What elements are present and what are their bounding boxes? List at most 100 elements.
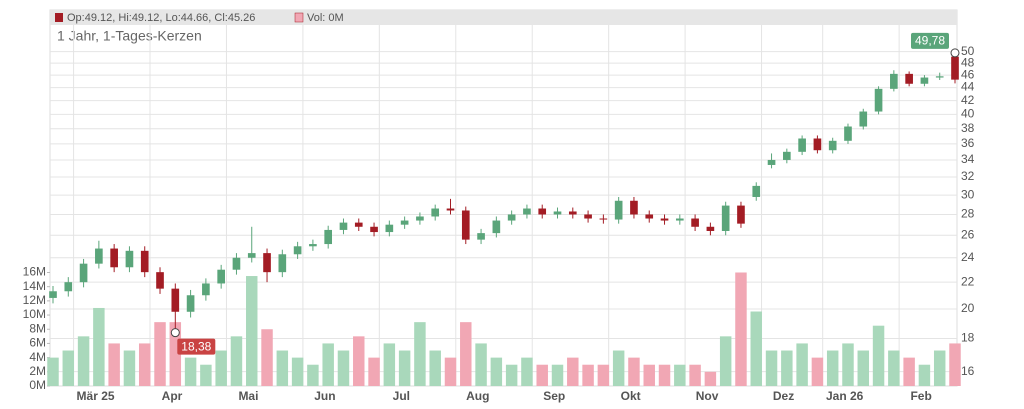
y-tick-label: 30 (961, 187, 975, 201)
candle-body (691, 218, 699, 227)
candle-body (905, 73, 913, 84)
x-tick-label: Jan 26 (826, 389, 864, 403)
volume-bar (704, 371, 717, 386)
x-tick-label: Sep (543, 389, 565, 403)
candle-body (874, 88, 883, 112)
x-tick-label: Feb (910, 389, 931, 403)
volume-bar (62, 350, 75, 386)
candle-body (783, 151, 791, 160)
candle-body (798, 138, 806, 152)
volume-bar (444, 357, 457, 386)
candle-body (49, 291, 57, 298)
volume-bar (429, 350, 441, 386)
candle-body (614, 200, 623, 220)
candle-body (920, 77, 929, 84)
candle-body (278, 254, 287, 273)
legend-swatch (294, 12, 304, 23)
volume-bar (796, 343, 808, 386)
candle-body (523, 208, 531, 215)
volume-bar (735, 272, 747, 386)
candle-body (202, 283, 210, 296)
y2-tick-label: 8M (29, 321, 46, 335)
candle-body (767, 159, 776, 165)
annotation-label: 49,78 (915, 34, 945, 48)
y-tick-label: 40 (961, 106, 975, 120)
y-tick-label: 44 (961, 80, 975, 94)
candle-body (171, 288, 180, 312)
volume-bar (597, 364, 610, 386)
candle-body (630, 200, 638, 215)
candle-body (599, 218, 608, 220)
candle-body (400, 220, 409, 225)
candle-body (354, 222, 363, 227)
volume-bar (276, 350, 289, 386)
candle-body (721, 205, 730, 231)
candle-body (140, 250, 149, 273)
y-tick-label: 36 (961, 136, 975, 150)
candle-body (156, 272, 164, 289)
annotation-box (177, 338, 216, 355)
volume-bar (353, 336, 365, 386)
volume-bar (643, 364, 655, 386)
volume-bar (567, 357, 579, 386)
volume-bar (628, 357, 640, 386)
volume-bar (383, 343, 396, 386)
y-tick-label: 26 (961, 227, 975, 241)
candle-body (813, 138, 822, 151)
candle-body (752, 185, 761, 197)
y-tick-label: 16 (961, 364, 975, 378)
candle-body (79, 263, 88, 283)
volume-bar (291, 357, 304, 386)
candle-body (737, 205, 745, 224)
candle-body (492, 220, 501, 234)
x-tick-label: Dez (773, 389, 794, 403)
volume-bar (307, 364, 319, 386)
candle-body (584, 214, 592, 219)
candle-body (125, 250, 134, 268)
candle-body (95, 248, 103, 264)
x-tick-label: Jul (393, 389, 410, 403)
volume-bar (521, 357, 533, 386)
candle-body (64, 282, 73, 292)
volume-bar (750, 311, 762, 386)
volume-bar (551, 364, 564, 386)
volume-bar (903, 357, 915, 386)
volume-bar (918, 364, 931, 386)
legend-volume: Vol: 0M (307, 12, 344, 24)
annotation-label: 18,38 (181, 339, 211, 353)
volume-bar (674, 364, 686, 386)
candle-body (416, 216, 424, 221)
candle-body (844, 126, 852, 141)
y-tick-label: 24 (961, 250, 975, 264)
candle-body (110, 248, 118, 268)
candle-body (370, 226, 378, 233)
candle-body (507, 214, 516, 221)
volume-bar (337, 350, 350, 386)
candle-body (431, 208, 440, 217)
chart-title: 1 Jahr, 1-Tages-Kerzen (57, 28, 202, 44)
volume-bar (215, 350, 227, 386)
candle-body (217, 269, 225, 284)
candle-body (538, 208, 547, 215)
volume-bar (857, 350, 870, 386)
y-tick-label: 46 (961, 67, 975, 81)
x-tick-label: Okt (621, 389, 641, 403)
candle-body (951, 56, 959, 80)
y-tick-label: 20 (961, 301, 975, 315)
volume-bar (689, 364, 701, 386)
volume-bar (93, 307, 105, 386)
volume-bar (658, 364, 671, 386)
x-tick-label: Nov (696, 389, 719, 403)
volume-bar (322, 343, 334, 386)
volume-bar (230, 336, 243, 386)
volume-bar (505, 364, 518, 386)
candle-body (553, 211, 562, 215)
x-tick-label: Mai (238, 389, 258, 403)
candle-body (706, 226, 715, 231)
candle-body (385, 224, 394, 233)
candle-body (247, 253, 256, 258)
candle-body (828, 140, 837, 151)
volume-bar (826, 350, 839, 386)
y2-tick-label: 0M (29, 378, 46, 392)
